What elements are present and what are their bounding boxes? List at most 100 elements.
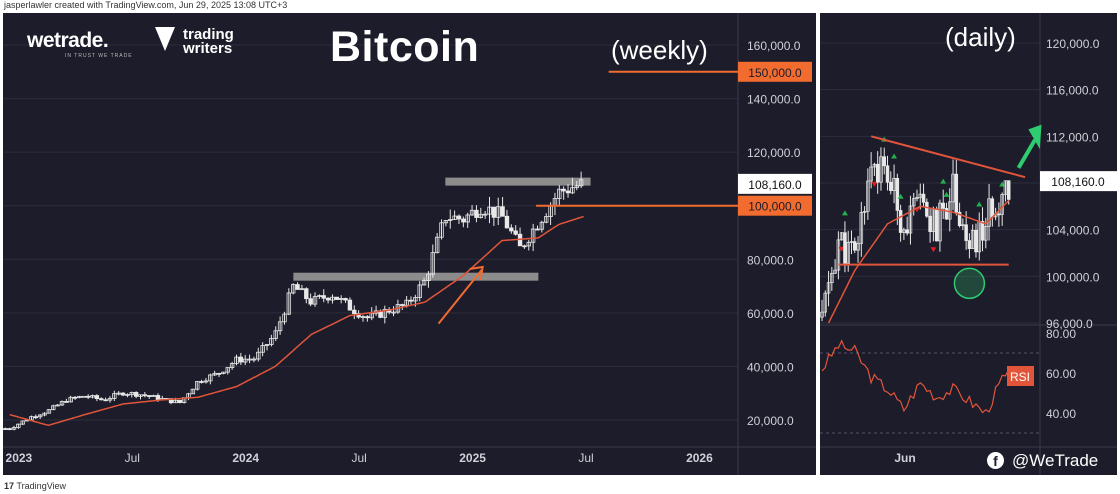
daily-candle-body [843, 232, 847, 264]
weekly-candle-body [474, 209, 479, 218]
daily-candle-body [836, 239, 841, 271]
x-tick-label: Jul [578, 451, 593, 465]
weekly-candle-body [478, 213, 483, 218]
daily-candle-body [934, 208, 939, 242]
weekly-candle-body [51, 405, 56, 411]
resistance-zone [445, 177, 591, 186]
daily-candle-body [997, 213, 1001, 216]
weekly-candle-body [347, 299, 353, 311]
price-level-badge [738, 61, 812, 82]
daily-candle-body [987, 198, 991, 227]
daily-candle-body [833, 269, 837, 274]
weekly-candle-body [557, 188, 562, 199]
daily-candle-body [961, 224, 965, 227]
weekly-candle-body [33, 416, 39, 419]
weekly-candle-body [295, 284, 300, 290]
pivot-low-marker [838, 246, 845, 252]
weekly-chart-panel[interactable]: 20,000.0 40,000.0 60,000.0 80,000.0 100,000.… [3, 13, 816, 475]
daily-candle-body [951, 173, 955, 203]
weekly-candle-body [20, 420, 25, 425]
daily-candle-body [915, 197, 919, 199]
weekly-candle-body [155, 395, 161, 401]
weekly-candle-body [173, 399, 178, 404]
weekly-candle-body [151, 395, 156, 397]
weekly-candle-body [465, 214, 470, 223]
weekly-candle-body [334, 296, 340, 300]
daily-candle-body [895, 177, 900, 211]
weekly-candle-body [103, 399, 108, 402]
daily-chart-panel[interactable]: 96,000.0100,000.0104,000.0108,000.0112,0… [820, 13, 1117, 475]
weekly-candle-body [443, 220, 449, 224]
weekly-candle-body [434, 236, 440, 254]
weekly-candle-body [413, 297, 418, 302]
weekly-candle-body [330, 296, 335, 301]
weekly-candle-body [129, 392, 134, 395]
weekly-candle-body [190, 388, 196, 395]
weekly-candle-body [269, 337, 274, 345]
daily-candle-body [879, 156, 883, 183]
weekly-candle-body [195, 381, 200, 390]
weekly-candle-body [282, 313, 287, 323]
weekly-chart-svg: 20,000.0 40,000.0 60,000.0 80,000.0 100,000.… [3, 13, 816, 475]
weekly-candle-body [500, 206, 505, 217]
weekly-candle-body [55, 404, 60, 407]
descending-trendline [870, 135, 1026, 179]
daily-candle-body [875, 163, 880, 183]
weekly-candle-body [290, 284, 296, 294]
weekly-candle-body [16, 423, 21, 428]
daily-candle-body [823, 292, 828, 313]
x-tick-label: 2025 [459, 451, 486, 465]
weekly-candle-body [177, 399, 182, 403]
weekly-candle-body [90, 395, 95, 398]
weekly-candle-body [94, 395, 100, 400]
tradingview-logo-icon: 17 [4, 481, 17, 491]
weekly-candle-body [360, 316, 366, 318]
weekly-candle-body [59, 401, 65, 406]
logo-line-2: writers [183, 40, 233, 57]
daily-candle-body [1003, 180, 1008, 195]
weekly-candle-body [321, 295, 326, 299]
weekly-candle-body [513, 230, 518, 235]
weekly-candle-body [456, 215, 462, 220]
weekly-candle-body [496, 206, 501, 218]
daily-candle-body [889, 181, 893, 191]
rsi-badge [1007, 366, 1034, 386]
weekly-candle-body [408, 299, 414, 302]
weekly-candle-body [234, 356, 239, 364]
daily-y-tick-label: 120,000.0 [1046, 37, 1100, 51]
y-tick-label: 140,000.0 [747, 93, 801, 107]
daily-candle-body [905, 229, 909, 234]
weekly-candle-body [461, 218, 466, 223]
daily-current-price-label: 108,160.0 [1051, 175, 1105, 189]
daily-y-tick-label: 112,000.0 [1046, 130, 1099, 144]
daily-candle-body [990, 198, 995, 218]
daily-candle-body [908, 205, 913, 234]
weekly-candle-body [561, 188, 566, 192]
weekly-candle-body [203, 380, 209, 383]
daily-candle-body [911, 198, 916, 207]
daily-candle-body [830, 272, 834, 284]
y-tick-label: 160,000.0 [747, 39, 801, 53]
daily-candle-body [964, 224, 968, 241]
liquidity-sweep-circle [953, 267, 986, 300]
x-tick-label: Jul [351, 451, 366, 465]
weekly-candle-body [504, 215, 510, 229]
weekly-candle-body [299, 288, 305, 291]
daily-candle-body [984, 226, 988, 241]
weekly-candle-body [400, 304, 405, 306]
timeframe-label-weekly: (weekly) [611, 35, 708, 65]
rsi-y-tick-label: 60.00 [1046, 367, 1076, 381]
weekly-candle-body [112, 393, 117, 399]
weekly-candle-body [212, 372, 217, 376]
daily-y-tick-label: 104,000.0 [1046, 224, 1100, 238]
rsi-line [821, 339, 1010, 414]
weekly-candle-body [452, 215, 457, 220]
daily-y-tick-label: 116,000.0 [1046, 84, 1099, 98]
daily-candle-body [892, 177, 896, 191]
weekly-candle-body [238, 356, 244, 363]
weekly-candle-body [526, 241, 531, 247]
daily-y-tick-label: 96,000.0 [1046, 317, 1093, 331]
pivot-high-marker [891, 153, 898, 159]
weekly-candle-body [199, 381, 204, 383]
daily-candle-body [980, 220, 985, 241]
